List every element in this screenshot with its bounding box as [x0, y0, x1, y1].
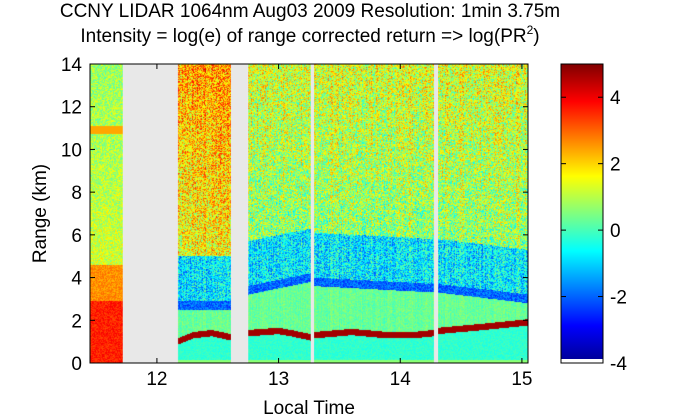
- colorbar-tick-label: 4: [610, 88, 621, 109]
- chart-subtitle: Intensity = log(e) of range corrected re…: [0, 24, 620, 47]
- y-tick-label: 8: [71, 183, 82, 204]
- colorbar-tick-label: -4: [610, 354, 627, 375]
- axes-layer: 12 13 14 15 0 2 4 6 8 10 12 14: [61, 55, 533, 390]
- colorbar-tick-label: 2: [610, 155, 621, 176]
- colorbar-tick-label: -2: [610, 288, 627, 309]
- colorbar-frame: [560, 63, 604, 364]
- y-tick-label: 10: [61, 140, 82, 161]
- x-tick-label: 12: [146, 369, 167, 390]
- y-tick-label: 12: [61, 98, 82, 119]
- colorbar: -4 -2 0 2 4: [560, 63, 627, 375]
- heatmap-layer: [90, 64, 528, 363]
- colorbar-gradient: [561, 64, 603, 363]
- y-tick-label: 6: [71, 226, 82, 247]
- y-tick-label: 4: [71, 269, 82, 290]
- data-gap: [231, 64, 249, 363]
- y-axis-label: Range (km): [30, 164, 51, 263]
- y-tick-label: 14: [61, 55, 83, 76]
- x-axis-label: Local Time: [263, 398, 355, 419]
- colorbar-underflow: [561, 359, 603, 363]
- chart-subtitle-superscript: 2: [526, 23, 534, 37]
- data-gap: [434, 64, 438, 363]
- chart-title: CCNY LIDAR 1064nm Aug03 2009 Resolution:…: [59, 1, 561, 22]
- x-tick-label: 15: [511, 369, 532, 390]
- y-tick-label: 0: [71, 354, 82, 375]
- x-tick-label: 14: [390, 369, 412, 390]
- data-gap: [122, 64, 178, 363]
- x-tick-label: 13: [268, 369, 289, 390]
- chart-subtitle-main: Intensity = log(e) of range corrected re…: [80, 26, 527, 47]
- y-tick-label: 2: [71, 311, 82, 332]
- chart-subtitle-end: ): [533, 26, 540, 47]
- colorbar-tick-label: 0: [610, 221, 621, 242]
- data-gap: [310, 64, 314, 363]
- plot-frame: [89, 63, 529, 364]
